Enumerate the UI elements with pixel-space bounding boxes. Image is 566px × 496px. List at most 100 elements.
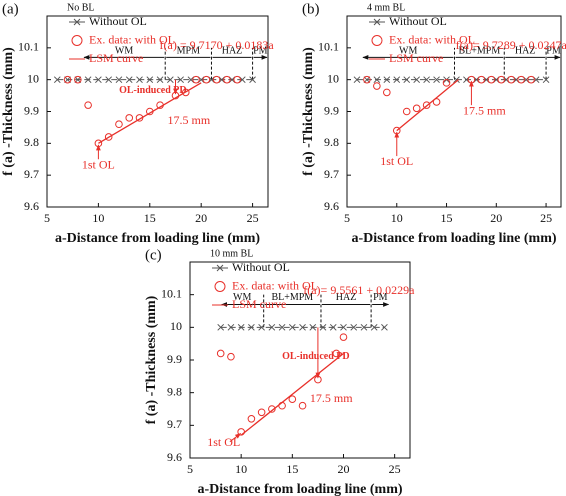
cross-marker [177, 76, 184, 84]
legend-label: LSM curve [89, 51, 143, 65]
subtitle: No BL [67, 2, 95, 13]
y-tick-label: 9.6 [167, 450, 182, 464]
zone-label: HAZ [222, 45, 243, 56]
y-tick-label: 9.8 [24, 135, 39, 149]
cross-marker [370, 323, 378, 331]
equation: f(a) = 9.7170 + 0.0183a [160, 38, 275, 52]
y-tick-label: 9.6 [24, 199, 39, 213]
cross-marker [413, 76, 421, 84]
y-tick-label: 10 [27, 71, 39, 85]
data-point [278, 401, 286, 410]
data-point [268, 405, 276, 413]
data-point [202, 75, 211, 84]
annotation: OL-induced PD [119, 85, 187, 96]
cross-marker [360, 323, 368, 331]
cross-marker [156, 76, 164, 84]
cross-marker [288, 323, 296, 331]
x-tick-label: 25 [247, 211, 259, 225]
y-axis-label: f (a) -Thickness (mm) [1, 47, 16, 176]
x-tick-label: 10 [92, 211, 104, 225]
annotation: 17.5 mm [463, 103, 506, 117]
panel-label: (c) [145, 247, 162, 263]
legend-symbol [373, 18, 381, 26]
data-point [288, 395, 297, 404]
x-tick-label: 15 [286, 462, 298, 476]
cross-marker [84, 76, 92, 84]
data-point [487, 75, 496, 84]
y-tick-label: 9.7 [167, 417, 182, 431]
data-point [442, 79, 451, 87]
zone-label: WM [399, 45, 417, 56]
x-tick-label: 5 [344, 211, 350, 225]
cross-marker [423, 76, 430, 84]
cross-marker [319, 323, 327, 331]
subtitle: 10 mm BL [210, 248, 253, 259]
cross-marker [353, 76, 361, 84]
annotation-arrow [229, 433, 242, 443]
data-point [227, 352, 235, 361]
annotation: 17.5 mm [168, 113, 211, 127]
cross-marker [278, 323, 286, 331]
zone-label: BL+MPM [458, 45, 500, 56]
x-tick-label: 25 [389, 462, 401, 476]
x-axis-label: a-Distance from loading line (mm) [197, 482, 402, 496]
x-axis-label: a-Distance from loading line (mm) [55, 231, 260, 246]
cross-marker [453, 76, 460, 84]
data-point [247, 415, 256, 423]
data-point [74, 75, 82, 84]
x-tick-label: 5 [187, 462, 193, 476]
cross-marker [299, 323, 306, 331]
cross-marker [217, 323, 225, 331]
x-tick-label: 15 [441, 211, 453, 225]
cross-marker [249, 76, 256, 84]
equation: f(a)= 9.5561 + 0.0229a [303, 283, 415, 297]
x-tick-label: 20 [195, 211, 207, 225]
data-point [181, 88, 190, 97]
legend-symbol [214, 281, 226, 292]
cross-marker [64, 76, 71, 84]
y-tick-label: 9.9 [167, 352, 182, 366]
legend-symbol [371, 35, 383, 46]
y-tick-label: 9.7 [324, 167, 339, 181]
x-tick-label: 20 [490, 211, 502, 225]
y-tick-label: 9.8 [324, 135, 339, 149]
y-tick-label: 9.7 [24, 167, 39, 181]
legend-label: Ex. data: with OL [232, 278, 318, 292]
cross-marker [309, 323, 317, 331]
y-tick-label: 10.1 [18, 40, 39, 54]
y-tick-label: 10 [327, 71, 339, 85]
data-point [84, 101, 92, 109]
cross-marker [248, 323, 255, 331]
cross-marker [237, 323, 245, 331]
legend-label: Ex. data: with OL [389, 32, 475, 46]
fit-line [98, 82, 202, 144]
data-point [212, 75, 221, 84]
fit-line [396, 79, 459, 132]
cross-marker [115, 76, 123, 84]
fit-line [240, 352, 344, 436]
x-tick-label: 10 [391, 211, 403, 225]
cross-marker [542, 76, 550, 84]
data-point [298, 401, 307, 410]
data-point [432, 98, 441, 106]
cross-marker [74, 76, 82, 84]
y-tick-label: 10 [170, 319, 182, 333]
zone-label: WM [233, 292, 251, 303]
data-point [527, 75, 535, 84]
y-tick-label: 10.1 [161, 286, 182, 300]
cross-marker [383, 76, 391, 84]
legend-label: LSM curve [232, 297, 286, 311]
data-point [402, 107, 411, 116]
zone-label: WM [115, 45, 133, 56]
data-point [104, 133, 113, 141]
legend-label: Without OL [89, 14, 147, 28]
panel-label: (b) [302, 1, 320, 17]
cross-marker [403, 76, 411, 84]
zone-label: PM [373, 292, 388, 303]
x-axis-label: a-Distance from loading line (mm) [351, 231, 556, 246]
legend-label: Without OL [232, 260, 290, 274]
cross-marker [340, 323, 347, 331]
legend-symbol [216, 264, 224, 272]
cross-marker [381, 323, 388, 331]
